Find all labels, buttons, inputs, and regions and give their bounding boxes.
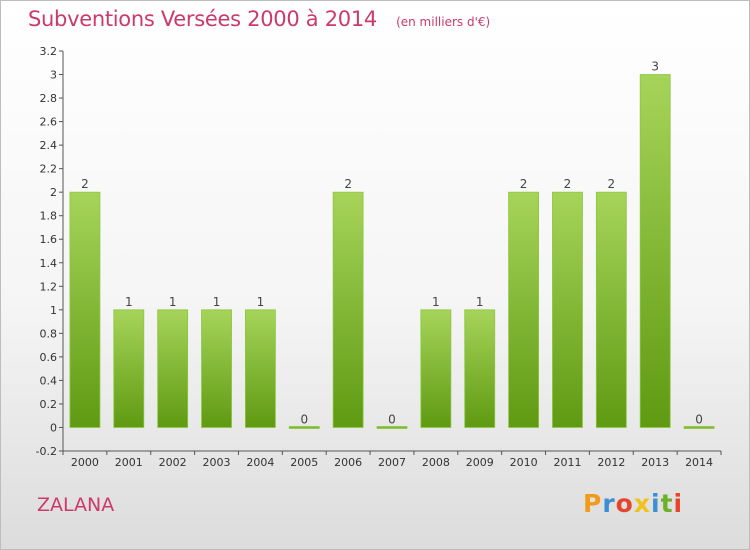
y-tick-label: 0.4	[40, 374, 58, 387]
chart-axes: -0.2 0 0.2 0.4 0.6 0.8 1 1.2 1.4 1.6 1.8 2 2.2 2.4 2.6…	[36, 45, 722, 458]
y-tick-label: 3.2	[40, 45, 58, 58]
x-tick-label-2014: 2014	[685, 456, 713, 469]
y-tick-label: 2.2	[40, 163, 58, 176]
x-tick-label-2011: 2011	[553, 456, 581, 469]
value-label-2012: 2	[608, 177, 616, 191]
logo-letter: i	[673, 489, 684, 518]
value-label-2005: 0	[300, 412, 308, 426]
value-label-2001: 1	[125, 295, 133, 309]
y-tick-label: 3	[50, 69, 57, 82]
x-tick-label-2006: 2006	[334, 456, 362, 469]
y-tick-label: 1.4	[40, 257, 58, 270]
bar-2004	[244, 309, 276, 428]
y-tick-label: 1.6	[40, 233, 58, 246]
bar-2009	[464, 309, 496, 428]
chart-labels: 2000 2 2001 1 2002 1 2003 1 2004 1 2005 0 2006 2 2007 0…	[71, 60, 713, 469]
x-tick-label-2008: 2008	[422, 456, 450, 469]
bar-2000	[69, 191, 101, 428]
x-tick-label-2005: 2005	[290, 456, 318, 469]
bar-2014	[683, 426, 715, 429]
y-tick-label: 1.8	[40, 210, 58, 223]
bar-2001	[113, 309, 145, 428]
x-tick-label-2001: 2001	[115, 456, 143, 469]
x-tick-label-2007: 2007	[378, 456, 406, 469]
value-label-2004: 1	[257, 295, 265, 309]
logo-letter: t	[660, 489, 674, 518]
value-label-2000: 2	[81, 177, 89, 191]
bar-2011	[552, 191, 583, 428]
chart-bars	[69, 74, 715, 429]
value-label-2002: 1	[169, 295, 177, 309]
town-name: ZALANA	[37, 494, 115, 516]
proxiti-logo: Proxiti	[583, 489, 683, 518]
y-tick-label: 2.8	[40, 92, 58, 105]
logo-letter: o	[615, 489, 634, 518]
x-tick-label-2013: 2013	[641, 456, 669, 469]
value-label-2014: 0	[695, 412, 703, 426]
value-label-2009: 1	[476, 295, 484, 309]
bar-2006	[332, 191, 364, 428]
value-label-2013: 3	[651, 60, 659, 74]
x-tick-label-2004: 2004	[246, 456, 274, 469]
x-tick-label-2000: 2000	[71, 456, 99, 469]
y-tick-label: 1.2	[40, 280, 58, 293]
bar-2003	[201, 309, 232, 428]
bar-2007	[376, 426, 408, 429]
logo-letter: i	[651, 489, 661, 518]
y-tick-label: 2.4	[40, 139, 58, 152]
value-label-2006: 2	[344, 177, 352, 191]
y-tick-label: -0.2	[36, 445, 57, 458]
y-tick-label: 1	[50, 304, 57, 317]
bar-2012	[595, 191, 627, 428]
y-tick-label: 2	[50, 186, 57, 199]
chart-unit: (en milliers d'€)	[396, 15, 491, 29]
y-tick-label: 2.6	[40, 116, 58, 129]
y-tick-label: 0.8	[40, 327, 58, 340]
bar-2005	[288, 426, 320, 429]
x-tick-label-2012: 2012	[597, 456, 625, 469]
bar-2008	[420, 309, 452, 428]
value-label-2008: 1	[432, 295, 440, 309]
logo-letter: x	[633, 489, 651, 518]
chart-title-block: Subventions Versées 2000 à 2014 (en mill…	[28, 7, 490, 31]
value-label-2010: 2	[520, 177, 528, 191]
chart-title: Subventions Versées 2000 à 2014	[28, 7, 377, 31]
x-tick-label-2010: 2010	[510, 456, 538, 469]
bar-2013	[639, 74, 671, 428]
bar-2010	[508, 191, 540, 428]
value-label-2003: 1	[213, 295, 221, 309]
value-label-2011: 2	[564, 177, 572, 191]
value-label-2007: 0	[388, 412, 396, 426]
x-tick-label-2003: 2003	[203, 456, 231, 469]
x-tick-label-2002: 2002	[159, 456, 187, 469]
y-tick-label: 0.6	[40, 351, 58, 364]
bar-2002	[157, 309, 189, 428]
x-tick-label-2009: 2009	[466, 456, 494, 469]
y-tick-label: 0.2	[40, 398, 58, 411]
logo-letter: P	[583, 489, 603, 518]
y-tick-label: 0	[50, 421, 57, 434]
logo-letter: r	[602, 489, 616, 518]
